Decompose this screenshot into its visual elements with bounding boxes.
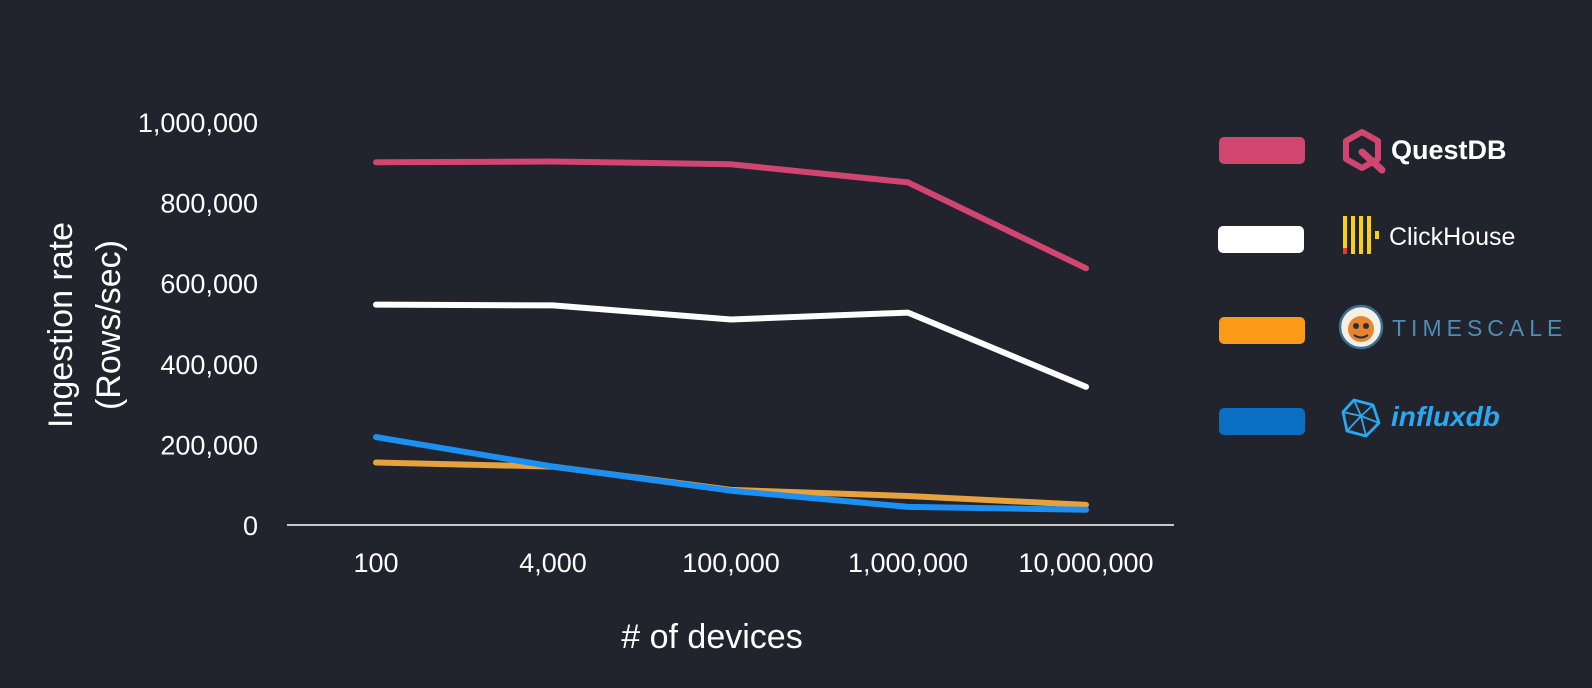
questdb-logo-icon (1343, 129, 1386, 174)
y-axis-title-sub: (Rows/sec) (90, 240, 128, 410)
timescale-logo-icon (1338, 304, 1384, 350)
legend-item-timescale: TIMESCALE (1219, 304, 1567, 350)
series-line-clickhouse (373, 301, 1089, 390)
y-tick-label: 600,000 (160, 269, 258, 299)
x-tick-label: 4,000 (519, 548, 587, 578)
legend-item-influxdb: influxdb (1219, 398, 1500, 438)
legend-label-timescale: TIMESCALE (1392, 315, 1567, 341)
y-axis-title: Ingestion rate (Rows/sec) (42, 222, 128, 428)
clickhouse-logo-icon (1343, 216, 1379, 254)
legend-item-clickhouse: ClickHouse (1218, 216, 1515, 254)
y-axis-ticks: 0 200,000 400,000 600,000 800,000 1,000,000 (138, 108, 258, 541)
y-tick-label: 800,000 (160, 189, 258, 219)
legend-label-influxdb: influxdb (1391, 401, 1500, 432)
legend-item-questdb: QuestDB (1219, 129, 1507, 174)
series-line-questdb (373, 158, 1089, 272)
influxdb-logo-icon (1341, 398, 1381, 438)
x-axis-ticks: 100 4,000 100,000 1,000,000 10,000,000 (353, 548, 1153, 578)
series-line-timescale (373, 459, 1089, 508)
legend-swatch-influxdb (1219, 408, 1305, 435)
legend-swatch-timescale (1219, 317, 1305, 344)
x-tick-label: 100,000 (682, 548, 780, 578)
y-tick-label: 200,000 (160, 430, 258, 460)
legend: QuestDB ClickHouse (1218, 129, 1567, 438)
x-tick-label: 1,000,000 (848, 548, 968, 578)
x-tick-label: 100 (353, 548, 398, 578)
y-tick-label: 1,000,000 (138, 108, 258, 138)
y-axis-title-main: Ingestion rate (42, 222, 80, 428)
y-tick-label: 400,000 (160, 350, 258, 380)
series-lines (373, 158, 1089, 513)
legend-label-clickhouse: ClickHouse (1389, 223, 1515, 251)
legend-swatch-clickhouse (1218, 226, 1304, 253)
y-tick-label: 0 (243, 511, 258, 541)
legend-swatch-questdb (1219, 137, 1305, 164)
x-axis-title: # of devices (621, 618, 802, 656)
x-tick-label: 10,000,000 (1018, 548, 1153, 578)
series-line-influxdb (373, 434, 1089, 513)
legend-label-questdb: QuestDB (1391, 135, 1507, 165)
